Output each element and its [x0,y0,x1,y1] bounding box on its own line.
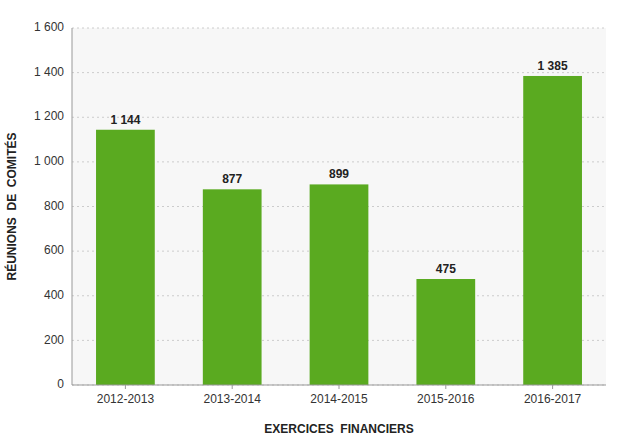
y-tick-label: 800 [44,199,64,213]
data-label: 475 [436,262,456,276]
bar [310,184,369,385]
x-tick-label: 2013-2014 [204,392,262,406]
y-tick-label: 200 [44,333,64,347]
data-label: 877 [222,172,242,186]
x-tick-label: 2012-2013 [97,392,155,406]
x-tick [552,385,553,389]
x-tick [125,385,126,389]
y-tick-label: 0 [57,377,64,391]
grid [72,28,606,385]
y-tick-label: 1 400 [34,65,64,79]
data-label: 1 144 [110,113,140,127]
x-tick [445,385,446,389]
y-tick-label: 1 000 [34,154,64,168]
data-label: 899 [329,167,349,181]
x-tick [232,385,233,389]
bar [416,279,475,385]
grid-line [72,72,606,73]
chart-svg: 0 200 400 600 800 1 000 1 200 1 400 1 600 2012-20… [0,0,626,447]
y-tick-label: 1 200 [34,109,64,123]
bar [523,76,582,385]
x-tick-label: 2016-2017 [524,392,582,406]
data-labels: 1 144 877 899 475 1 385 [110,59,568,276]
x-tick-label: 2015-2016 [417,392,475,406]
y-tick-label: 400 [44,288,64,302]
grid-line [72,28,606,29]
y-tick-label: 600 [44,243,64,257]
x-tick [339,385,340,389]
bar [96,130,155,385]
x-tick-label: 2014-2015 [310,392,368,406]
x-axis-label: EXERCICES FINANCIERS [264,422,413,436]
y-axis-label: RÉUNIONS DE COMITÉS [4,132,19,280]
plot-background [72,28,606,385]
chart-container: 0 200 400 600 800 1 000 1 200 1 400 1 600 2012-20… [0,0,626,447]
x-ticks: 2012-2013 2013-2014 2014-2015 2015-2016 2016… [97,385,582,406]
y-tick-label: 1 600 [34,20,64,34]
bar [203,189,262,385]
bars [96,76,582,385]
y-ticks: 0 200 400 600 800 1 000 1 200 1 400 1 600 [34,20,64,391]
y-axis-line [72,28,73,385]
data-label: 1 385 [538,59,568,73]
